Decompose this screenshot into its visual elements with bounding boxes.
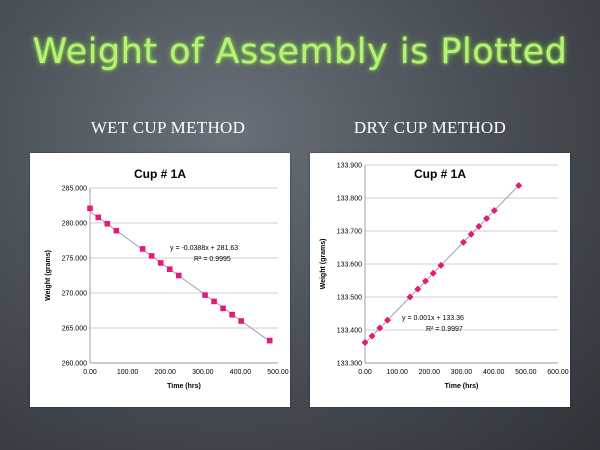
data-point bbox=[202, 292, 208, 298]
y-tick-label: 260.000 bbox=[62, 361, 87, 368]
x-tick-label: 0.00 bbox=[358, 369, 372, 376]
x-tick-label: 200.00 bbox=[419, 369, 441, 376]
y-tick-label: 280.000 bbox=[62, 221, 87, 228]
data-point bbox=[87, 205, 93, 212]
trendline-equation: y = 0.001x + 133.36 bbox=[402, 315, 464, 322]
x-tick-label: 0.00 bbox=[83, 369, 97, 376]
y-tick-label: 133.500 bbox=[337, 295, 362, 302]
x-tick-label: 400.00 bbox=[483, 369, 505, 376]
dry-cup-chart-svg: Cup # 1A 133.300 133.400 133.500 133.600 133.… bbox=[320, 163, 569, 391]
data-point bbox=[490, 207, 498, 215]
x-tick-label: 500.00 bbox=[267, 369, 289, 376]
data-point bbox=[157, 260, 164, 266]
dry-cup-heading: DRY CUP METHOD bbox=[353, 118, 507, 137]
x-tick-label: 400.00 bbox=[230, 369, 252, 376]
y-tick-label: 133.600 bbox=[337, 262, 362, 269]
y-tick-label: 275.000 bbox=[62, 256, 87, 263]
x-tick-label: 500.00 bbox=[515, 369, 537, 376]
data-point bbox=[437, 261, 445, 269]
data-point bbox=[95, 214, 102, 221]
data-point bbox=[467, 230, 475, 238]
y-tick-label: 133.900 bbox=[337, 163, 362, 170]
data-point bbox=[266, 337, 273, 344]
data-point bbox=[515, 181, 523, 189]
wet-cup-heading: WET CUP METHOD bbox=[90, 118, 246, 137]
trendline-equation: y = -0.0388x + 281.63 bbox=[170, 245, 238, 252]
dry-cup-chart: Cup # 1A 133.300 133.400 133.500 133.600 133.… bbox=[310, 153, 570, 407]
y-tick-label: 265.000 bbox=[62, 326, 87, 333]
data-point bbox=[148, 253, 155, 259]
data-point bbox=[429, 269, 437, 277]
x-tick-label: 200.00 bbox=[154, 369, 176, 376]
data-point bbox=[238, 318, 244, 324]
y-tick-label: 133.300 bbox=[337, 361, 362, 368]
y-tick-label: 270.000 bbox=[62, 291, 87, 298]
data-point bbox=[166, 266, 173, 272]
y-tick-label: 133.800 bbox=[337, 196, 362, 203]
data-point bbox=[414, 285, 422, 293]
wet-cup-chart-svg: Cup # 1A 260.000 265.000 270.000 275.000 280.… bbox=[45, 167, 289, 390]
chart-title: Cup # 1A bbox=[134, 167, 186, 181]
data-point bbox=[104, 220, 111, 227]
data-point bbox=[459, 238, 467, 246]
data-point bbox=[475, 222, 483, 230]
slide-title: Weight of Assembly is Plotted bbox=[32, 32, 568, 72]
data-point bbox=[376, 324, 384, 332]
y-tick-label: 133.400 bbox=[337, 328, 362, 335]
x-tick-label: 100.00 bbox=[117, 369, 139, 376]
y-tick-label: 285.000 bbox=[62, 186, 87, 193]
data-point bbox=[229, 311, 235, 318]
r-squared-label: R² = 0.9997 bbox=[426, 326, 463, 333]
r-squared-label: R² = 0.9995 bbox=[194, 256, 231, 263]
y-axis-label: Weight (grams) bbox=[320, 239, 327, 290]
data-point bbox=[421, 277, 429, 285]
data-point bbox=[361, 339, 369, 347]
chart-title: Cup # 1A bbox=[414, 167, 466, 181]
x-axis-label: Time (hrs) bbox=[167, 383, 201, 390]
data-point bbox=[220, 305, 226, 312]
y-axis-label: Weight (grams) bbox=[45, 250, 52, 301]
data-point bbox=[384, 316, 392, 324]
x-tick-label: 300.00 bbox=[192, 369, 214, 376]
data-point bbox=[483, 214, 491, 222]
x-tick-label: 100.00 bbox=[386, 369, 408, 376]
data-point bbox=[406, 293, 414, 301]
data-point bbox=[139, 246, 146, 252]
x-axis-label: Time (hrs) bbox=[445, 383, 479, 390]
data-point bbox=[113, 227, 120, 234]
data-point bbox=[175, 272, 182, 279]
wet-cup-chart: Cup # 1A 260.000 265.000 270.000 275.000 280.… bbox=[30, 153, 290, 407]
data-point bbox=[368, 332, 376, 340]
x-tick-label: 600.00 bbox=[547, 369, 569, 376]
x-tick-label: 300.00 bbox=[451, 369, 473, 376]
y-tick-label: 133.700 bbox=[337, 229, 362, 236]
data-point bbox=[211, 298, 217, 305]
